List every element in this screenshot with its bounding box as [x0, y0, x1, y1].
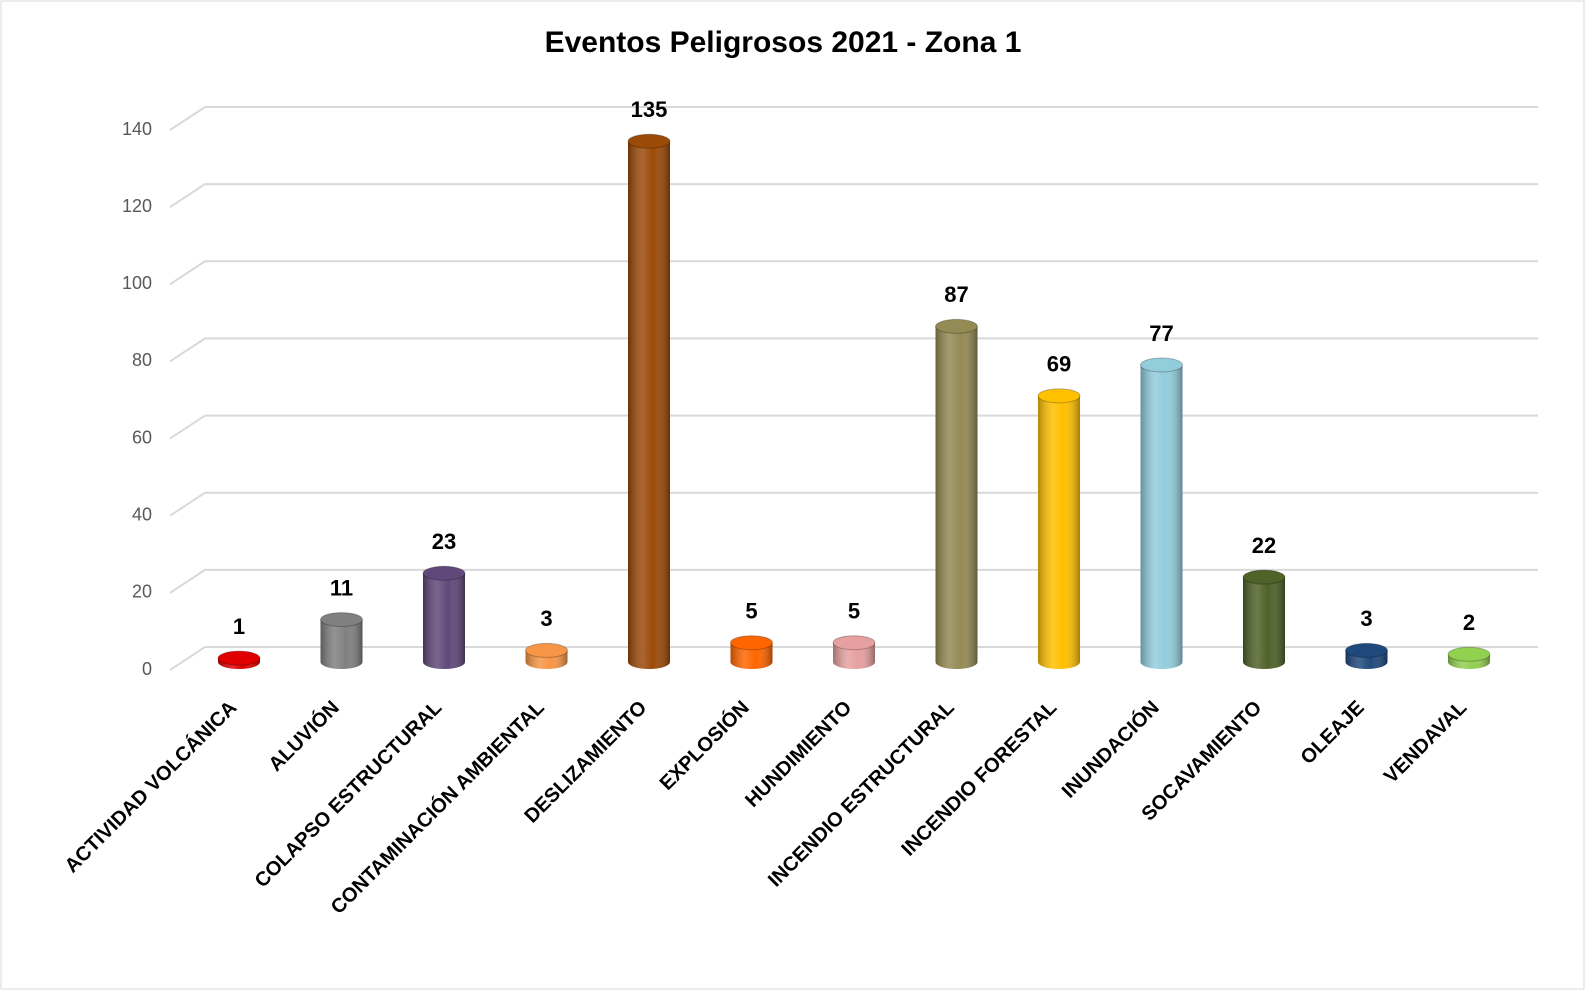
bar-shading — [935, 326, 978, 670]
bar-shading — [628, 141, 670, 670]
grid-line — [169, 491, 1538, 517]
y-tick-label: 80 — [132, 350, 152, 370]
data-label: 23 — [432, 529, 456, 554]
grid-line — [169, 568, 1538, 594]
y-tick-label: 120 — [122, 196, 152, 216]
data-label: 77 — [1149, 321, 1173, 346]
bar-top — [1242, 569, 1286, 585]
grid-line — [169, 337, 1538, 363]
y-tick-label: 60 — [132, 427, 152, 447]
data-label: 5 — [848, 599, 860, 624]
bar-shading — [1140, 365, 1183, 670]
bar-top — [1140, 357, 1183, 373]
bar-top — [217, 650, 261, 666]
bar-top — [1037, 388, 1081, 404]
grid-line — [169, 183, 1538, 208]
bar-shading — [730, 642, 773, 670]
bar-shading — [833, 642, 875, 669]
data-label: 69 — [1047, 352, 1071, 377]
bar-top — [525, 642, 568, 658]
bar-shading — [1038, 395, 1080, 669]
data-label: 3 — [540, 606, 552, 631]
data-label: 87 — [944, 282, 968, 307]
chart-title: Eventos Peligrosos 2021 - Zona 1 — [545, 26, 1022, 59]
grid-line — [169, 106, 1538, 131]
y-tick-label: 0 — [142, 659, 152, 679]
data-label: 5 — [745, 599, 757, 624]
data-label: 22 — [1252, 533, 1276, 558]
data-label: 135 — [631, 97, 668, 122]
bar-shading — [1243, 577, 1285, 669]
bar-top — [1345, 642, 1388, 658]
grid-line — [169, 260, 1538, 286]
bar-top — [422, 565, 466, 581]
bar-top — [1447, 646, 1491, 662]
bar-top — [730, 635, 773, 651]
data-label: 1 — [233, 614, 245, 639]
bar-shading — [320, 619, 363, 670]
grid-line — [169, 414, 1538, 440]
y-tick-label: 100 — [122, 273, 152, 293]
bar-top — [935, 318, 978, 334]
y-tick-label: 20 — [132, 582, 152, 602]
y-tick-label: 40 — [132, 504, 152, 524]
bar-top — [832, 635, 876, 651]
bar-shading — [423, 573, 465, 669]
data-label: 2 — [1463, 610, 1475, 635]
grid-line — [169, 646, 1538, 671]
bar-top — [320, 612, 363, 628]
bar-top — [627, 133, 671, 149]
y-tick-label: 140 — [122, 119, 152, 139]
data-label: 3 — [1360, 606, 1372, 631]
data-label: 11 — [330, 575, 353, 600]
